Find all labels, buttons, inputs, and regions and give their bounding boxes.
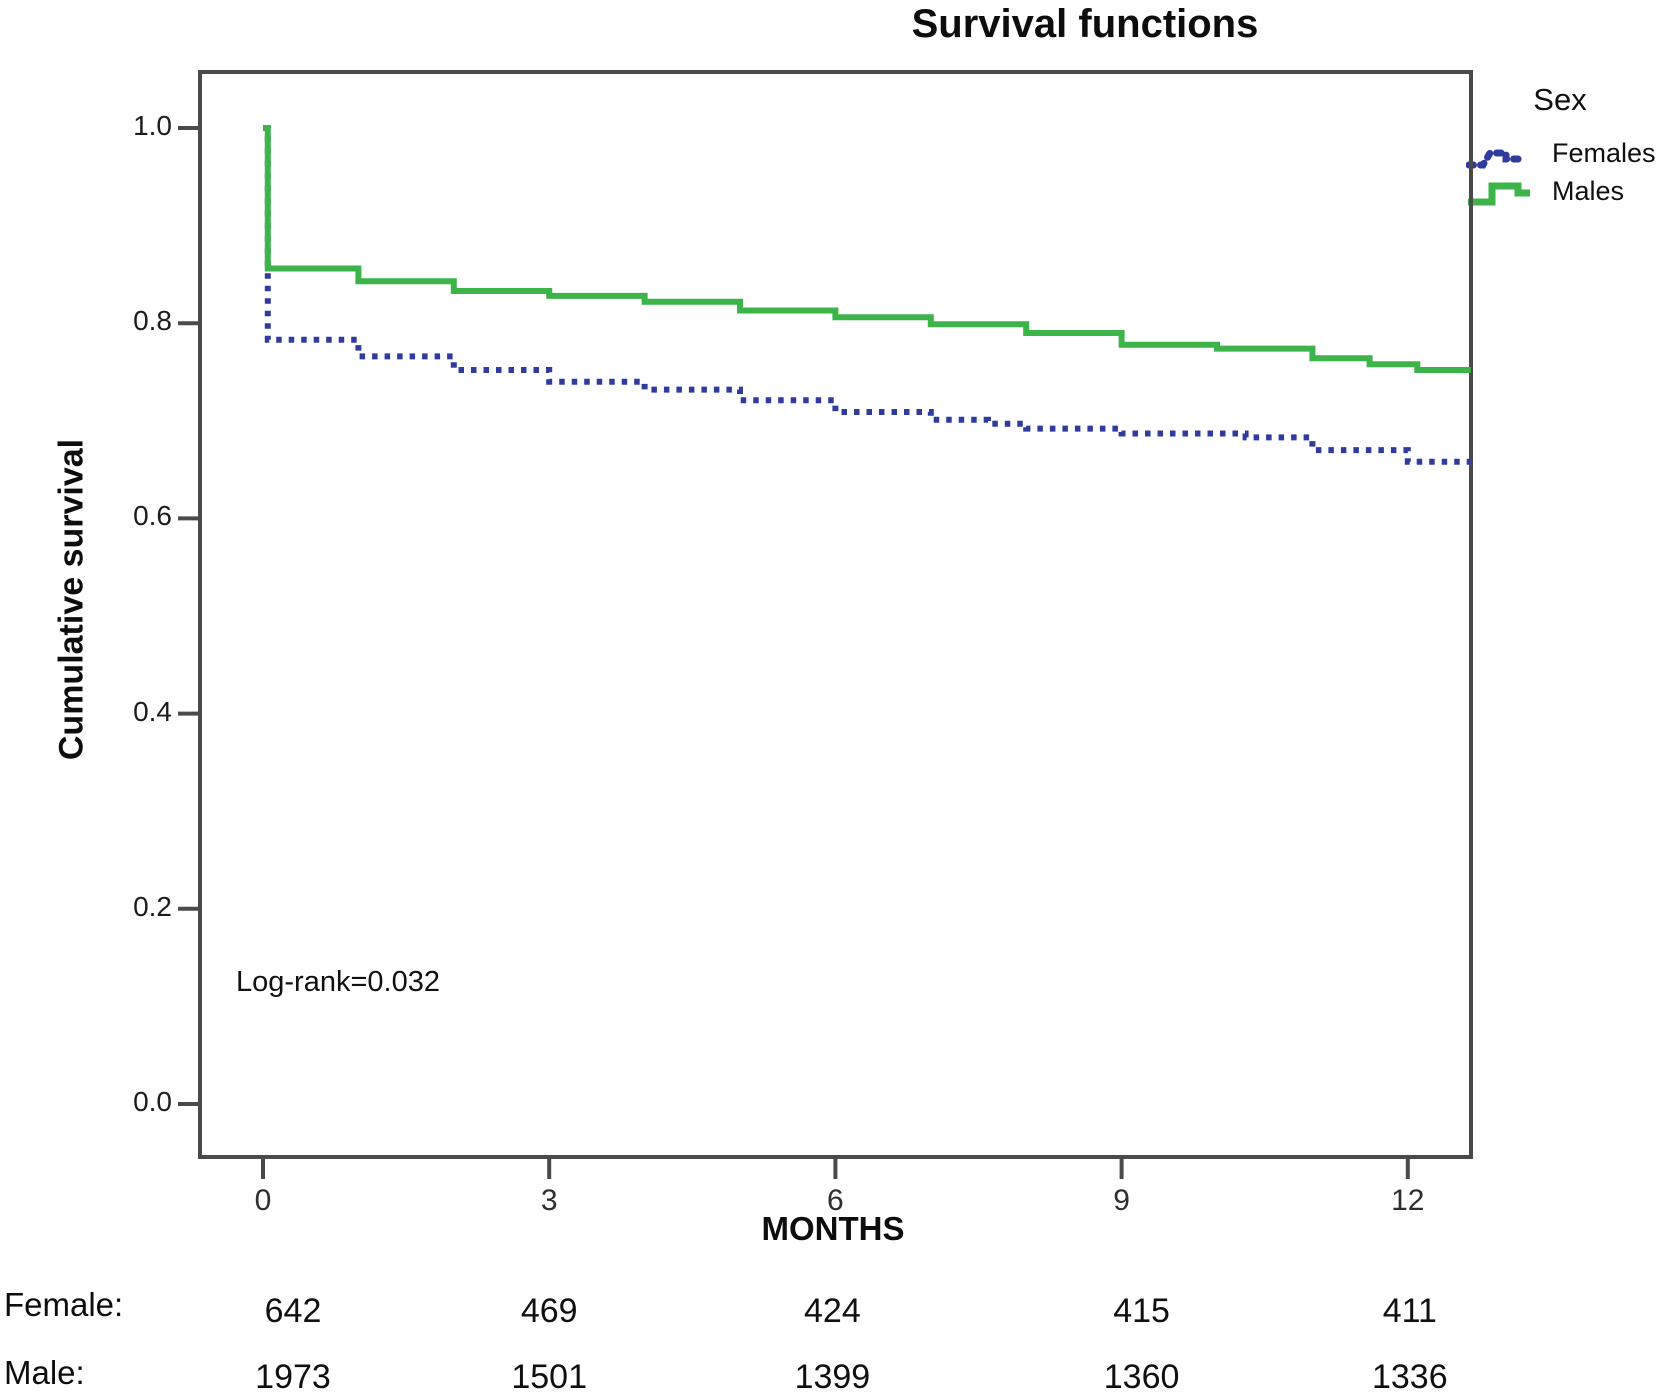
- x-tick-label: 12: [1391, 1184, 1425, 1217]
- risk-cell-female-month0: 642: [264, 1292, 322, 1330]
- legend-entry-males: Males: [1466, 174, 1674, 212]
- legend-entry-females: Females: [1465, 136, 1674, 177]
- risk-cell-male-month12: 1336: [1371, 1358, 1448, 1396]
- risk-cell-female-month9: 415: [1113, 1292, 1170, 1330]
- risk-cell-male-month9: 1360: [1103, 1358, 1180, 1396]
- risk-cell-male-month6: 1399: [794, 1358, 871, 1396]
- x-tick-label: 9: [1113, 1184, 1130, 1217]
- y-tick-label: 0.0: [133, 1086, 172, 1117]
- log-rank-annotation: Log-rank=0.032: [236, 966, 440, 998]
- risk-cell-male-month0: 1973: [255, 1358, 331, 1396]
- y-tick-label: 0.4: [133, 695, 172, 727]
- risk-cell-female-month6: 424: [804, 1292, 861, 1330]
- x-tick-label: 0: [254, 1184, 272, 1217]
- y-tick-label: 1.0: [133, 110, 172, 141]
- plot-frame: [198, 70, 1473, 1159]
- y-tick-label: 0.6: [133, 500, 172, 532]
- legend-title: Sex: [1533, 82, 1587, 117]
- legend-label-females: Females: [1552, 138, 1656, 168]
- x-tick-label: 3: [540, 1184, 558, 1217]
- y-tick-label: 0.8: [133, 305, 172, 337]
- risk-cell-female-month12: 411: [1382, 1292, 1437, 1330]
- risk-cell-male-month3: 1501: [511, 1358, 587, 1396]
- risk-table-row-label-female: Female:: [4, 1286, 124, 1323]
- males-curve: [263, 125, 1471, 373]
- risk-cell-female-month3: 469: [520, 1292, 578, 1330]
- females-line-sample-icon: [1465, 140, 1546, 177]
- chart-title: Survival functions: [911, 2, 1259, 46]
- risk-table-row-label-male: Male:: [4, 1354, 85, 1391]
- y-tick-label: 0.2: [133, 890, 172, 922]
- x-tick-label: 6: [827, 1184, 844, 1217]
- x-axis-title: MONTHS: [761, 1210, 905, 1247]
- males-line-sample-icon: [1466, 178, 1546, 215]
- legend-label-males: Males: [1552, 176, 1625, 206]
- females-curve: [263, 125, 1471, 465]
